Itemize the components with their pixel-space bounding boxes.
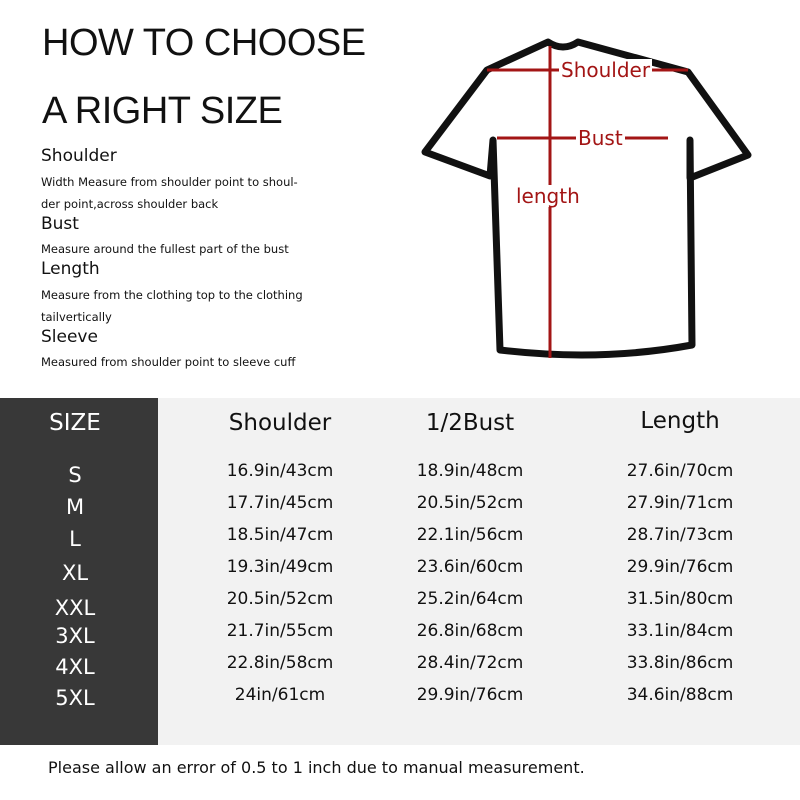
guide-term-bust: Bust [41,214,79,234]
table-cell: 33.8in/86cm [626,653,734,673]
length-label: length [514,184,582,208]
bust-label: Bust [576,126,625,150]
table-cell: 33.1in/84cm [626,621,734,641]
guide-desc: tailvertically [41,310,112,324]
table-cell: 34.6in/88cm [626,685,734,705]
table-cell: 25.2in/64cm [416,589,524,609]
table-cell: 20.5in/52cm [226,589,334,609]
header-2: 1/2Bust [425,410,515,436]
measurement-note: Please allow an error of 0.5 to 1 inch d… [48,758,585,777]
table-cell: 28.4in/72cm [416,653,524,673]
table-cell: 18.5in/47cm [226,525,334,545]
guide-desc: Width Measure from shoulder point to sho… [41,175,298,189]
shoulder-label: Shoulder [559,58,653,82]
table-cell: 24in/61cm [234,685,326,705]
table-cell: 29.9in/76cm [626,557,734,577]
size-label: 4XL [55,655,95,679]
table-cell: 27.9in/71cm [626,493,734,513]
size-label: XL [61,561,89,585]
size-column [0,398,158,745]
table-cell: 28.7in/73cm [626,525,734,545]
table-cell: 26.8in/68cm [416,621,524,641]
table-cell: 18.9in/48cm [416,461,524,481]
tshirt-diagram [421,38,752,359]
table-cell: 29.9in/76cm [416,685,524,705]
tshirt-outline [421,38,752,359]
guide-term-length: Length [41,259,100,279]
table-cell: 22.1in/56cm [416,525,524,545]
header-0: SIZE [49,410,101,436]
title-line-2: A RIGHT SIZE [42,90,283,132]
size-label: XXL [54,596,96,620]
size-label: L [69,527,81,551]
size-label: 5XL [55,686,95,710]
size-label: S [68,463,82,487]
guide-desc: der point,across shoulder back [41,197,219,211]
table-cell: 22.8in/58cm [226,653,334,673]
table-cell: 21.7in/55cm [226,621,334,641]
table-cell: 23.6in/60cm [416,557,524,577]
header-1: Shoulder [228,410,332,436]
size-label: M [65,495,85,519]
guide-desc: Measure around the fullest part of the b… [41,242,289,256]
table-cell: 20.5in/52cm [416,493,524,513]
guide-term-shoulder: Shoulder [41,146,117,166]
guide-desc: Measure from the clothing top to the clo… [41,288,303,302]
guide-desc: Measured from shoulder point to sleeve c… [41,355,296,369]
table-cell: 17.7in/45cm [226,493,334,513]
title-line-1: HOW TO CHOOSE [42,22,366,64]
size-label: 3XL [55,624,95,648]
guide-term-sleeve: Sleeve [41,327,98,347]
header-3: Length [640,408,720,434]
table-cell: 31.5in/80cm [626,589,734,609]
table-cell: 16.9in/43cm [226,461,334,481]
table-cell: 27.6in/70cm [626,461,734,481]
table-cell: 19.3in/49cm [226,557,334,577]
